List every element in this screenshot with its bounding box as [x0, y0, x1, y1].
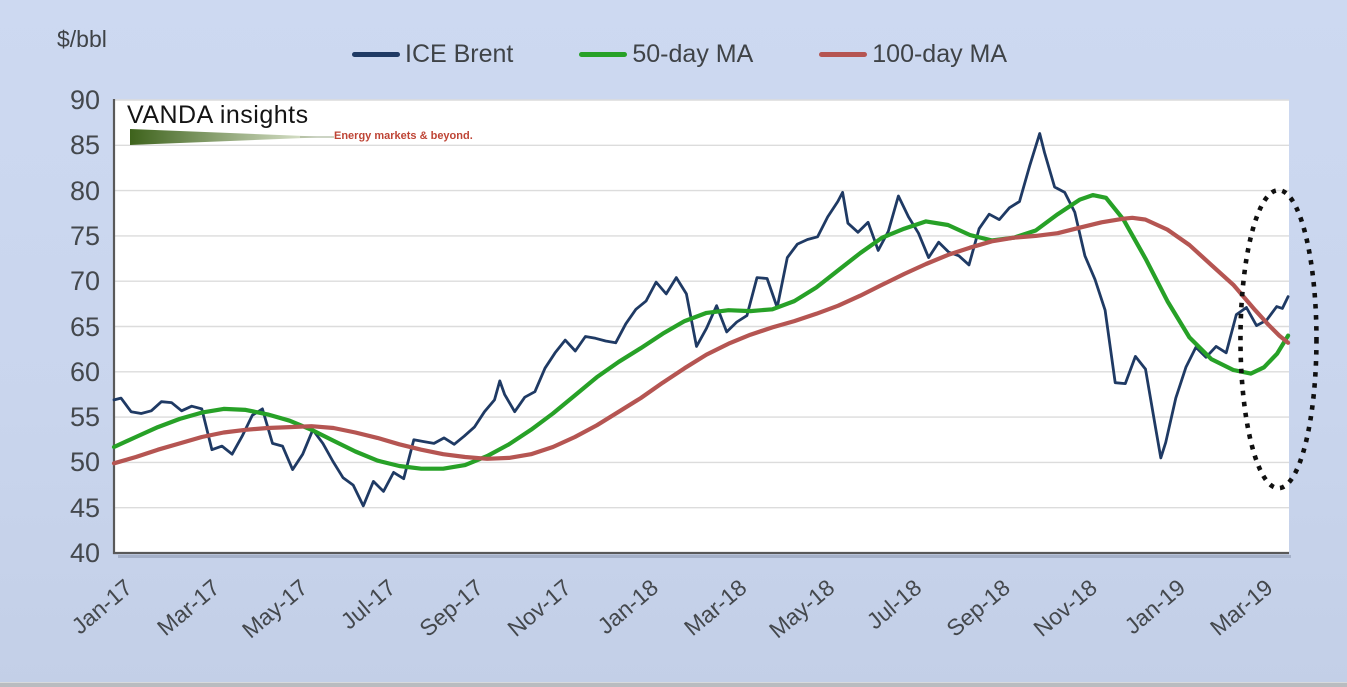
legend-swatch-100day-ma: [819, 52, 868, 57]
highlight-ellipse-annotation: [1238, 187, 1319, 491]
series-line-50-day-ma: [111, 193, 1291, 471]
legend-swatch-50day-ma: [579, 52, 628, 57]
legend-item-ice-brent: ICE Brent: [352, 40, 513, 69]
y-axis-tick-label: 80: [69, 175, 100, 206]
legend-swatch-ice-brent: [352, 52, 400, 57]
y-axis-tick-label: 60: [69, 356, 100, 387]
y-axis-tick-label: 90: [69, 85, 100, 115]
legend-label-50day-ma: 50-day MA: [632, 40, 754, 68]
y-axis-tick-label: 85: [69, 130, 100, 161]
logo-wedge-icon: [130, 129, 334, 145]
logo-title: VANDA insights: [127, 101, 309, 129]
y-axis-unit-label: $/bbl: [57, 26, 107, 52]
plot-area-shadow: [118, 555, 1291, 558]
y-axis-tick-label: 65: [69, 311, 100, 342]
series-line-100-day-ma: [111, 215, 1291, 466]
y-axis-tick-label: 70: [69, 266, 100, 297]
legend-label-100day-ma: 100-day MA: [872, 40, 1008, 68]
y-axis-tick-label: 55: [69, 402, 100, 433]
y-axis-tick-label: 45: [69, 492, 100, 523]
vanda-insights-logo: VANDA insights Energy markets & beyond.: [127, 101, 473, 145]
legend-label-ice-brent: ICE Brent: [405, 40, 514, 68]
y-axis-tick-label: 50: [69, 447, 100, 478]
legend-item-50day-ma: 50-day MA: [579, 40, 753, 69]
window-bottom-strip: [0, 682, 1347, 687]
legend-item-100day-ma: 100-day MA: [819, 40, 1007, 69]
y-axis-tick-label: 75: [69, 220, 100, 251]
chart-legend: ICE Brent 50-day MA 100-day MA: [352, 40, 1007, 69]
logo-tagline: Energy markets & beyond.: [334, 130, 473, 142]
y-axis-tick-label: 40: [69, 538, 100, 568]
